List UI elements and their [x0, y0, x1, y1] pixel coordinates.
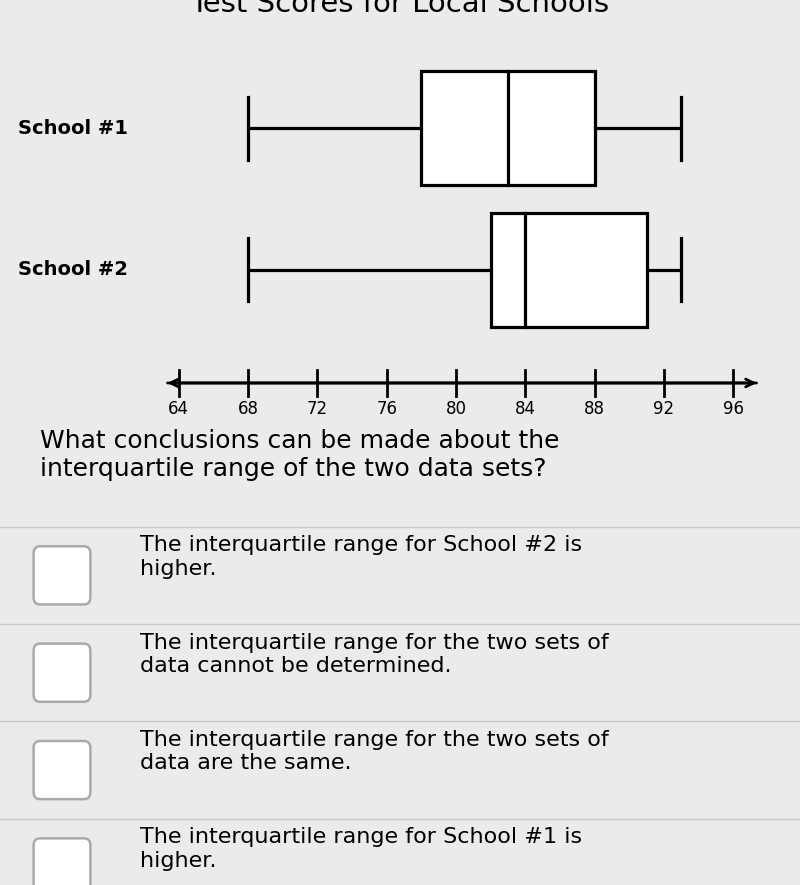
Text: 80: 80 — [446, 400, 466, 419]
Text: 76: 76 — [376, 400, 397, 419]
Text: 96: 96 — [723, 400, 744, 419]
Text: 68: 68 — [238, 400, 258, 419]
Text: The interquartile range for School #2 is
higher.: The interquartile range for School #2 is… — [140, 535, 582, 579]
Text: 88: 88 — [584, 400, 605, 419]
Bar — [422, 71, 594, 186]
Text: The interquartile range for the two sets of
data are the same.: The interquartile range for the two sets… — [140, 730, 609, 773]
Text: The interquartile range for the two sets of
data cannot be determined.: The interquartile range for the two sets… — [140, 633, 609, 676]
Text: Test Scores for Local Schools: Test Scores for Local Schools — [190, 0, 610, 18]
Text: 72: 72 — [306, 400, 328, 419]
Text: 64: 64 — [168, 400, 189, 419]
Text: 92: 92 — [654, 400, 674, 419]
Bar — [490, 212, 646, 327]
Text: 84: 84 — [515, 400, 536, 419]
Text: School #2: School #2 — [18, 260, 128, 280]
Text: What conclusions can be made about the
interquartile range of the two data sets?: What conclusions can be made about the i… — [40, 429, 559, 481]
Text: The interquartile range for School #1 is
higher.: The interquartile range for School #1 is… — [140, 827, 582, 871]
Text: School #1: School #1 — [18, 119, 128, 138]
